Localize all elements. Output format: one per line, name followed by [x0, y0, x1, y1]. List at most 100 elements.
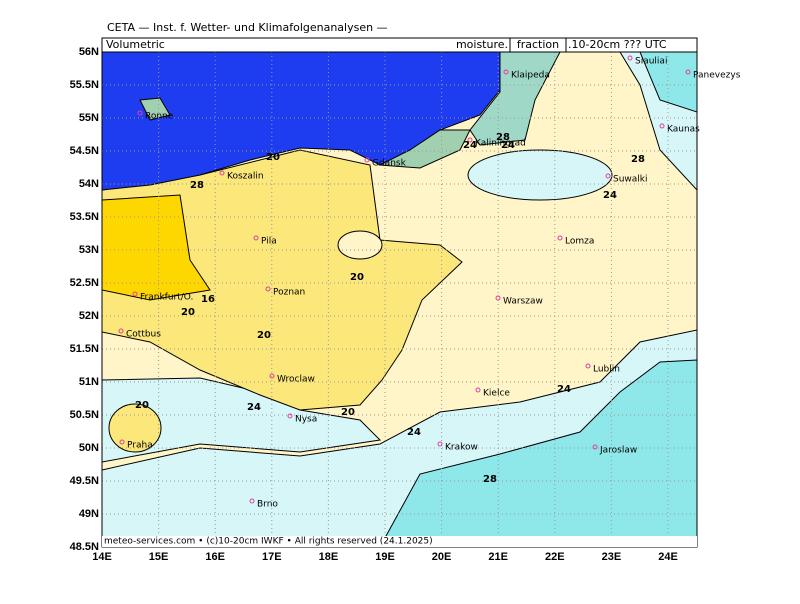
- lon-tick-label: 14E: [92, 551, 112, 563]
- city-label: Ronne: [145, 112, 174, 122]
- lat-tick-label: 48.5N: [70, 541, 99, 553]
- contour-label: 28: [631, 154, 645, 165]
- lon-tick-label: 24E: [658, 551, 678, 563]
- city-marker: [605, 173, 611, 179]
- contour-label: 20: [181, 307, 195, 318]
- contour-label: 24: [603, 190, 617, 201]
- lon-tick-label: 17E: [262, 551, 282, 563]
- city-label: Panevezys: [693, 71, 741, 81]
- yellow-area-dark: [102, 194, 211, 301]
- cyan-area: [102, 377, 382, 463]
- lon-tick-label: 21E: [488, 551, 508, 563]
- lat-tick-label: 53.5N: [70, 211, 99, 223]
- contour-label: 24: [247, 402, 261, 413]
- contour-label: 24: [557, 384, 571, 395]
- city-marker: [659, 123, 665, 129]
- city-label: Frankfurt/O.: [140, 293, 193, 303]
- grid: [102, 52, 697, 547]
- lon-tick-label: 19E: [375, 551, 395, 563]
- footer-bar: [102, 536, 697, 547]
- lat-tick-label: 49.5N: [70, 475, 99, 487]
- contour-label: 24: [463, 140, 477, 151]
- lat-tick-label: 51.5N: [70, 343, 99, 355]
- city-label: Pila: [261, 237, 277, 247]
- city-marker: [132, 291, 138, 297]
- lat-tick-label: 53N: [79, 244, 99, 256]
- city-label: Praha: [127, 441, 153, 451]
- lat-tick-label: 56N: [79, 46, 99, 58]
- city-marker: [253, 235, 259, 241]
- city-label: Siauliai: [635, 57, 667, 67]
- city-marker: [495, 295, 501, 301]
- city-marker: [119, 439, 125, 445]
- city-label: Gdansk: [372, 159, 407, 169]
- lon-tick-label: 22E: [545, 551, 565, 563]
- lat-tick-label: 50.5N: [70, 409, 99, 421]
- city-marker: [219, 170, 225, 176]
- contour-label: 28: [483, 474, 497, 485]
- city-label: Warszaw: [503, 297, 543, 307]
- sea: [102, 52, 501, 191]
- lon-tick-label: 15E: [149, 551, 169, 563]
- city-label: Lomza: [565, 237, 594, 247]
- city-marker: [627, 55, 633, 61]
- contour-label: 20: [350, 272, 364, 283]
- city-label: Koszalin: [227, 172, 264, 182]
- city-marker: [503, 69, 509, 75]
- city-label: Brno: [257, 500, 278, 510]
- lon-tick-label: 20E: [432, 551, 452, 563]
- contour-label: 20: [341, 407, 355, 418]
- city-marker: [685, 69, 691, 75]
- city-marker: [475, 387, 481, 393]
- city-marker: [592, 444, 598, 450]
- city-label: Krakow: [445, 443, 478, 453]
- header-right: moisture.: [456, 38, 508, 51]
- contour-label: 20: [257, 330, 271, 341]
- city-label: Kaunas: [667, 125, 700, 135]
- contour-label: 20: [135, 400, 149, 411]
- contour-label: 16: [201, 294, 215, 305]
- lon-tick-label: 16E: [205, 551, 225, 563]
- lat-tick-label: 55N: [79, 112, 99, 124]
- pale-area: [337, 230, 383, 260]
- city-marker: [118, 328, 124, 334]
- city-label: Lublin: [593, 365, 620, 375]
- cyan-area: [467, 149, 613, 201]
- city-label: Klaipeda: [511, 71, 550, 81]
- map-fields: [102, 52, 697, 547]
- cyan-area-dark: [379, 359, 697, 547]
- city-marker: [249, 498, 255, 504]
- contour-label: 24: [407, 427, 421, 438]
- header-bar: [101, 37, 698, 53]
- coast-area: [378, 129, 471, 169]
- city-label: Jaroslaw: [599, 446, 637, 456]
- city-marker: [437, 441, 443, 447]
- city-marker: [265, 286, 271, 292]
- header-left: Volumetric: [106, 38, 165, 51]
- yellow-area: [102, 149, 463, 411]
- city-label: Kaliningrad: [475, 139, 526, 149]
- city-marker: [269, 373, 275, 379]
- header-title: CETA — Inst. f. Wetter- und Klimafolgena…: [107, 21, 388, 34]
- lat-tick-label: 49N: [79, 508, 99, 520]
- contour-label: 24: [501, 140, 515, 151]
- lat-tick-label: 52.5N: [70, 277, 99, 289]
- city-label: Suwalki: [613, 175, 648, 185]
- lat-tick-label: 52N: [79, 310, 99, 322]
- contour-label: 28: [190, 180, 204, 191]
- header-right: fraction: [517, 38, 559, 51]
- city-marker: [585, 363, 591, 369]
- lon-tick-label: 23E: [602, 551, 622, 563]
- city-marker: [137, 110, 143, 116]
- labels: 56N 55.5N 55N 54.5N 54N 53.5N 53N 52.5N 52N 51.5N…: [70, 46, 741, 563]
- lon-tick-label: 18E: [319, 551, 339, 563]
- city-label: Nysa: [295, 415, 317, 425]
- header-box: [509, 37, 567, 53]
- contour-label: 28: [496, 132, 510, 143]
- lat-tick-label: 54.5N: [70, 145, 99, 157]
- coast-area: [469, 52, 561, 146]
- cyan-area-dark: [639, 52, 697, 113]
- city-label: Cottbus: [126, 330, 161, 340]
- lat-tick-label: 51N: [79, 376, 99, 388]
